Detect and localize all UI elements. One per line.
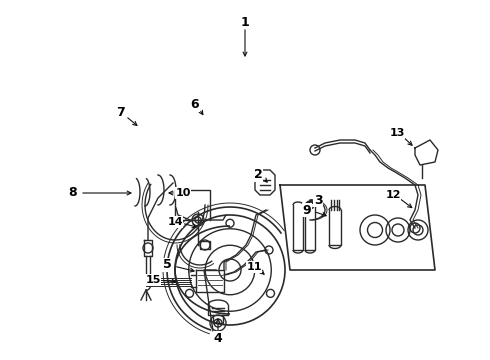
Text: 10: 10 (175, 188, 191, 198)
Text: 8: 8 (69, 186, 77, 199)
Text: 15: 15 (146, 275, 161, 285)
Text: 5: 5 (163, 258, 172, 271)
Text: 2: 2 (254, 168, 262, 181)
Text: 7: 7 (116, 107, 124, 120)
Text: 4: 4 (214, 332, 222, 345)
Text: 6: 6 (191, 99, 199, 112)
Text: 14: 14 (167, 217, 183, 227)
Text: 13: 13 (390, 128, 405, 138)
Text: 3: 3 (314, 194, 322, 207)
Text: 11: 11 (246, 262, 262, 272)
Text: 12: 12 (385, 190, 401, 200)
Text: 9: 9 (303, 203, 311, 216)
Text: 1: 1 (241, 15, 249, 28)
